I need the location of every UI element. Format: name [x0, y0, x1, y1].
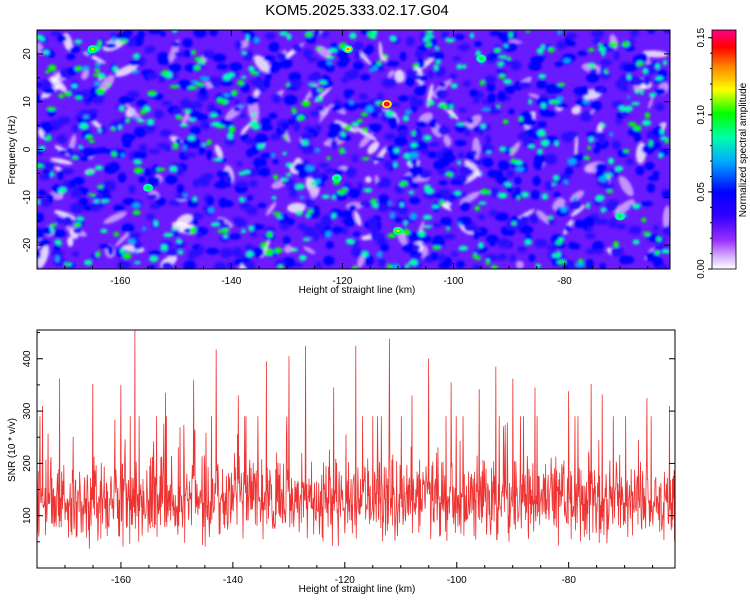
snr-line — [37, 330, 675, 549]
bottom-y-tick-label-0: 100 — [22, 507, 33, 524]
bottom-x-tick-label-0: -160 — [111, 575, 131, 586]
colorbar-gradient — [711, 29, 737, 270]
colorbar-ticks: 0.00 0.05 0.10 0.15 — [696, 28, 712, 279]
spectrogram-peak-4 — [476, 54, 487, 63]
top-x-tick-label-0: -160 — [110, 276, 130, 287]
spectrogram-peak-7 — [143, 183, 154, 192]
spectrogram-peak-6 — [615, 212, 626, 221]
spectrogram-peak-5 — [331, 174, 342, 183]
bottom-y-tick-label-3: 400 — [22, 350, 33, 367]
top-y-tick-label-4: 20 — [22, 48, 33, 60]
snr-frame — [36, 329, 676, 569]
spectrogram-peak-3 — [392, 226, 403, 235]
colorbar-tick-label-2: 0.10 — [696, 105, 707, 125]
chart-title: KOM5.2025.333.02.17.G04 — [265, 2, 448, 19]
colorbar-tick-label-0: 0.00 — [696, 259, 707, 279]
bottom-x-tick-label-4: -80 — [561, 575, 576, 586]
bottom-x-tick-label-1: -140 — [223, 575, 243, 586]
top-y-axis-label: Frequency (Hz) — [7, 116, 18, 185]
spectrogram-peak-2 — [87, 45, 98, 54]
spectrogram-texture — [37, 30, 670, 269]
top-x-tick-label-1: -140 — [221, 276, 241, 287]
bottom-x-tick-label-3: -100 — [447, 575, 467, 586]
bottom-x-axis-label: Height of straight line (km) — [299, 584, 416, 595]
top-y-tick-label-0: -20 — [22, 237, 33, 252]
colorbar: 0.00 0.05 0.10 0.15 Normalized spectral amp… — [696, 28, 749, 279]
bottom-y-axis: 100 200 300 400 — [22, 332, 675, 543]
colorbar-tick-label-1: 0.05 — [696, 182, 707, 202]
top-y-axis: -20 -10 0 10 20 — [22, 29, 670, 270]
spectrogram-field — [37, 30, 670, 269]
top-x-tick-label-4: -80 — [557, 276, 572, 287]
top-x-tick-label-2: -120 — [332, 276, 352, 287]
top-x-axis: -160 -140 -120 -100 -80 — [64, 30, 649, 287]
top-x-tick-label-3: -100 — [443, 276, 463, 287]
top-y-tick-label-3: 10 — [22, 96, 33, 108]
bottom-y-tick-label-1: 200 — [22, 455, 33, 472]
top-y-tick-label-2: 0 — [22, 146, 33, 152]
spectrogram-peak-1 — [342, 45, 353, 54]
colorbar-label: Normalized spectral amplitude — [738, 82, 749, 217]
bottom-x-tick-label-2: -120 — [335, 575, 355, 586]
bottom-y-axis-label: SNR (10 * v/v) — [7, 418, 18, 482]
top-y-tick-label-1: -10 — [22, 190, 33, 205]
snr-panel: -160 -140 -120 -100 -80 100 200 300 400 Height … — [7, 329, 676, 595]
bottom-y-tick-label-2: 300 — [22, 402, 33, 419]
top-x-axis-label: Height of straight line (km) — [299, 285, 416, 296]
snr-series — [37, 330, 675, 549]
spectrogram-peak-0 — [381, 100, 392, 109]
colorbar-tick-label-3: 0.15 — [696, 28, 707, 48]
bottom-x-axis: -160 -140 -120 -100 -80 — [64, 562, 654, 586]
spectrogram-peaks — [87, 45, 626, 235]
